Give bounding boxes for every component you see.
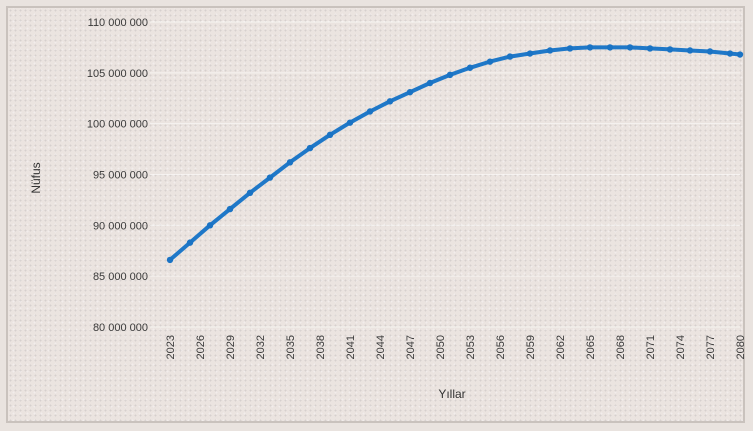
data-point (546, 47, 554, 54)
data-point (186, 239, 194, 246)
data-point (606, 44, 614, 51)
data-point (386, 98, 394, 105)
x-tick-label: 2059 (525, 335, 537, 359)
y-tick-label: 85 000 000 (93, 271, 148, 283)
x-tick-label: 2056 (495, 335, 507, 359)
x-tick-label: 2041 (345, 335, 357, 359)
x-tick-label: 2077 (705, 335, 717, 359)
data-point (486, 58, 494, 65)
data-point (166, 256, 174, 264)
x-tick-label: 2035 (285, 335, 297, 359)
data-point (226, 205, 234, 213)
x-tick-label: 2050 (435, 335, 447, 359)
x-tick-label: 2038 (315, 335, 327, 359)
data-point (446, 71, 454, 79)
data-point (626, 44, 634, 51)
series-line (168, 45, 742, 262)
data-point (646, 45, 654, 52)
y-tick-label: 95 000 000 (93, 170, 148, 182)
data-point (706, 48, 714, 55)
gridlines (150, 21, 740, 328)
y-axis-ticks: 110 000 000 105 000 000 100 000 000 95 000 … (87, 17, 148, 334)
y-tick-label: 105 000 000 (87, 68, 148, 80)
x-tick-label: 2029 (225, 335, 237, 359)
data-point (736, 51, 744, 58)
y-axis-title: Nüfus (29, 162, 43, 193)
x-tick-label: 2032 (255, 335, 267, 359)
x-tick-label: 2065 (585, 335, 597, 359)
data-point (306, 144, 314, 152)
x-axis-ticks: 2023 2026 2029 2032 2035 2038 2041 2044 2047 2050… (165, 335, 747, 359)
y-tick-label: 100 000 000 (87, 119, 148, 131)
data-point (586, 44, 594, 51)
x-tick-label: 2044 (375, 335, 387, 359)
data-point (246, 189, 254, 196)
x-tick-label: 2023 (165, 335, 177, 359)
data-point (326, 131, 334, 139)
data-point (666, 46, 674, 53)
y-tick-label: 90 000 000 (93, 220, 148, 232)
y-tick-label: 110 000 000 (88, 17, 148, 29)
series-points (166, 44, 744, 264)
x-tick-label: 2026 (195, 335, 207, 359)
data-point (566, 45, 574, 52)
chart-area (6, 6, 745, 423)
data-point (466, 64, 474, 71)
data-point (366, 108, 374, 115)
x-tick-label: 2068 (615, 335, 627, 359)
data-point (286, 159, 294, 166)
data-point (266, 174, 274, 181)
data-point (686, 47, 694, 54)
x-tick-label: 2053 (465, 335, 477, 359)
data-point (346, 119, 354, 126)
x-tick-label: 2080 (735, 335, 747, 359)
data-point (426, 79, 434, 87)
x-tick-label: 2047 (405, 335, 417, 359)
x-tick-label: 2071 (645, 335, 657, 359)
data-point (726, 50, 734, 57)
x-axis-title: Yıllar (438, 387, 465, 401)
x-tick-label: 2074 (675, 335, 687, 359)
data-point (406, 88, 414, 96)
x-tick-label: 2062 (555, 335, 567, 359)
data-point (526, 50, 534, 57)
data-point (206, 222, 214, 229)
data-point (506, 53, 514, 60)
y-tick-label: 80 000 000 (93, 322, 148, 334)
